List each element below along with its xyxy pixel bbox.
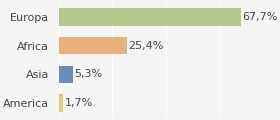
Bar [59, 9, 241, 26]
Bar [59, 37, 127, 54]
Text: 1,7%: 1,7% [65, 98, 93, 108]
Bar [59, 66, 73, 83]
Text: 67,7%: 67,7% [242, 12, 277, 22]
Text: 5,3%: 5,3% [74, 69, 102, 79]
Bar [59, 94, 63, 111]
Text: 25,4%: 25,4% [128, 41, 164, 51]
